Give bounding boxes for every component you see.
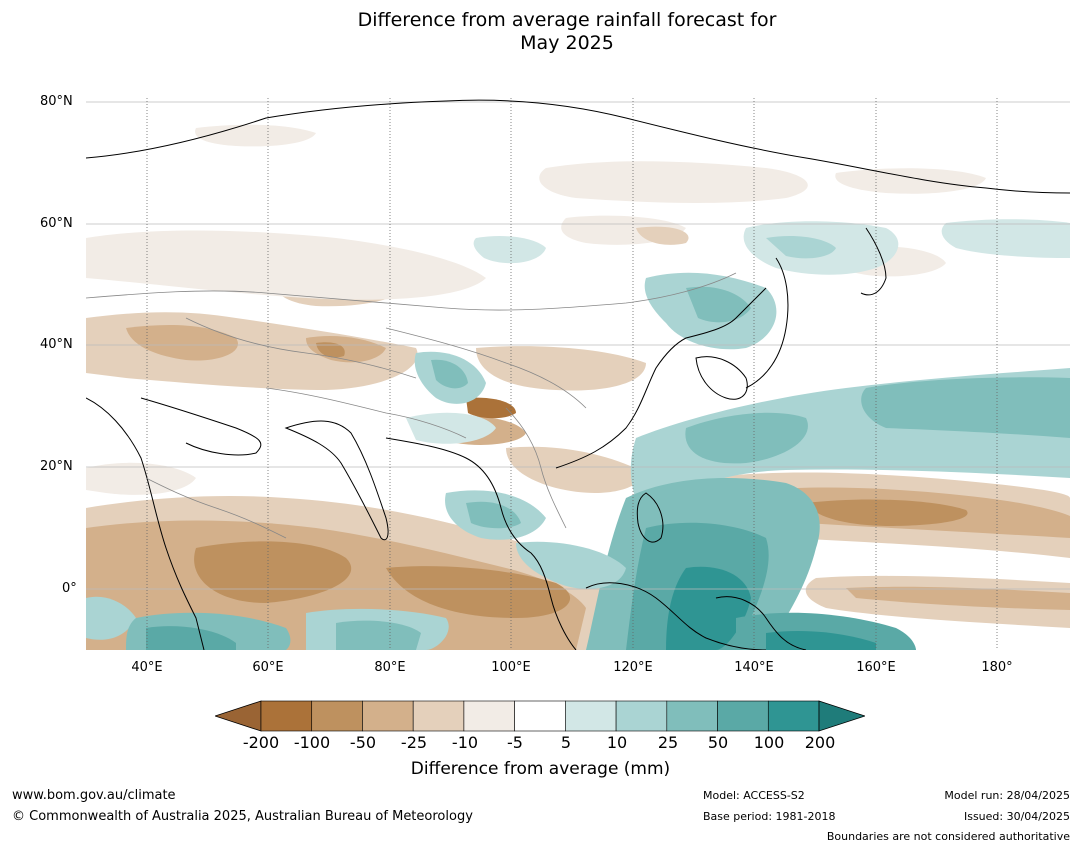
legend-tick: -5: [507, 733, 523, 752]
lat-label-60n: 60°N: [40, 216, 73, 231]
website-link[interactable]: www.bom.gov.au/climate: [12, 788, 176, 803]
legend-swatch: [514, 700, 566, 732]
lat-label-20n: 20°N: [40, 459, 73, 474]
title-line-2: May 2025: [520, 32, 614, 54]
legend-tick: 200: [804, 733, 836, 752]
longitude-gridlines: [146, 98, 998, 650]
rainfall-map: [86, 98, 1070, 650]
wet-anomaly-regions: [86, 219, 1070, 650]
lon-label-40e: 40°E: [131, 660, 163, 675]
coastlines: [86, 99, 1070, 650]
legend-tick: 50: [707, 733, 729, 752]
legend-tick: -100: [293, 733, 331, 752]
lat-label-80n: 80°N: [40, 94, 73, 109]
model-label: Model: ACCESS-S2: [703, 789, 805, 802]
legend-tick: 10: [606, 733, 628, 752]
copyright-text: © Commonwealth of Australia 2025, Austra…: [12, 809, 473, 824]
legend-swatch: [260, 700, 313, 732]
latitude-gridlines: [86, 101, 1070, 590]
legend-tick: 5: [560, 733, 572, 752]
map-title: Difference from average rainfall forecas…: [0, 9, 1081, 55]
legend-tick: 25: [657, 733, 679, 752]
legend-tick: -10: [451, 733, 479, 752]
legend-extend-high: [818, 700, 865, 732]
legend-tick: -200: [242, 733, 280, 752]
legend-tick: -25: [400, 733, 428, 752]
legend-title: Difference from average (mm): [410, 759, 671, 779]
legend-swatch: [767, 700, 820, 732]
legend-swatch: [565, 700, 617, 732]
model-run-label: Model run: 28/04/2025: [944, 789, 1070, 802]
boundaries-disclaimer: Boundaries are not considered authoritat…: [826, 830, 1070, 843]
legend-extend-low: [215, 700, 262, 732]
country-boundaries: [86, 272, 737, 539]
lon-label-100e: 100°E: [491, 660, 531, 675]
lon-label-60e: 60°E: [252, 660, 284, 675]
legend-tick: 100: [753, 733, 785, 752]
lon-label-80e: 80°E: [374, 660, 406, 675]
legend-swatch: [362, 700, 414, 732]
base-period-label: Base period: 1981-2018: [703, 810, 836, 823]
issued-label: Issued: 30/04/2025: [963, 810, 1070, 823]
legend-swatch: [717, 700, 769, 732]
legend-swatch: [412, 700, 465, 732]
lon-label-120e: 120°E: [613, 660, 653, 675]
legend-swatch: [463, 700, 515, 732]
legend-swatch: [666, 700, 718, 732]
title-line-1: Difference from average rainfall forecas…: [357, 9, 777, 31]
lat-label-40n: 40°N: [40, 337, 73, 352]
lat-label-equator: 0°: [62, 581, 77, 596]
legend-tick: -50: [349, 733, 377, 752]
map-canvas: [86, 98, 1070, 650]
legend-swatch: [615, 700, 668, 732]
legend-swatch: [311, 700, 363, 732]
lon-label-180: 180°: [981, 660, 1013, 675]
legend-colorbar: [215, 700, 865, 732]
lon-label-160e: 160°E: [856, 660, 896, 675]
lon-label-140e: 140°E: [734, 660, 774, 675]
